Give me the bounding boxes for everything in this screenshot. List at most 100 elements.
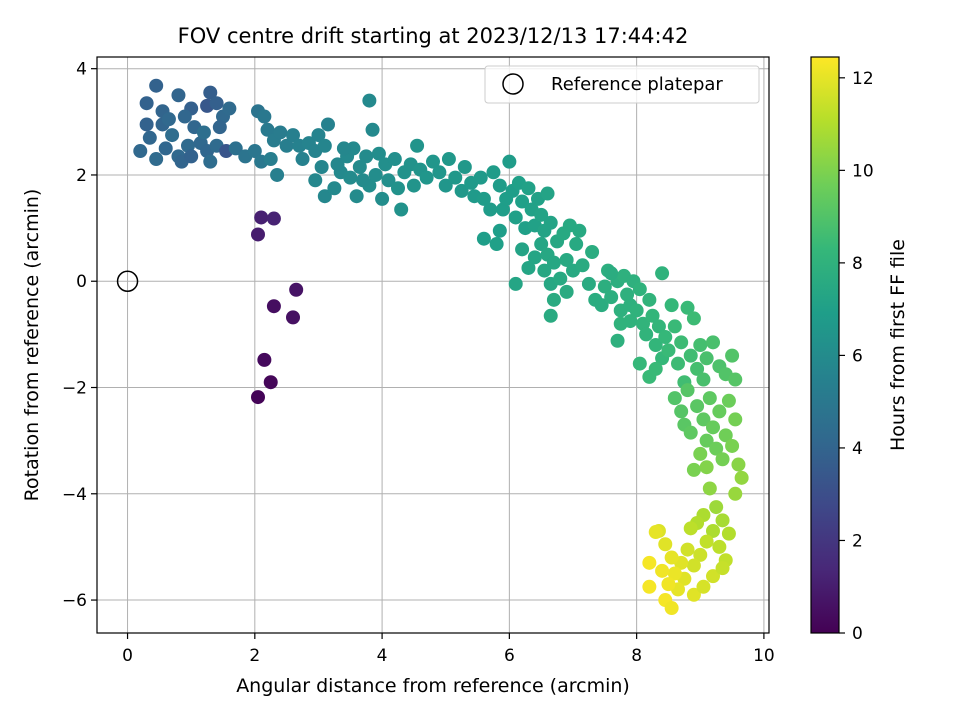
x-tick-label: 6 [504,646,515,666]
data-point [642,292,657,307]
data-point [286,310,300,325]
data-point [674,404,689,419]
data-point [699,433,714,448]
data-point [212,120,227,135]
data-point [546,255,561,270]
chart-title: FOV centre drift starting at 2023/12/13 … [178,24,689,48]
data-point [632,282,647,297]
data-point [639,327,654,342]
x-tick-label: 4 [377,646,388,666]
data-point [387,152,402,167]
legend-label-reference: Reference platepar [551,74,723,95]
colorbar-tick-label: 2 [852,531,863,551]
data-point [696,412,711,427]
data-point [521,181,536,196]
data-point [149,78,164,93]
data-point [149,152,164,167]
x-axis-ticks: 0 2 4 6 8 10 [122,633,775,666]
data-point [473,170,488,185]
data-point [686,558,701,573]
data-point [671,356,685,371]
data-point [537,263,552,278]
data-point [658,330,673,345]
data-point [693,338,708,352]
data-point [317,189,332,204]
data-point [209,96,224,111]
data-point [721,393,736,408]
data-point [489,237,504,252]
data-points [133,78,749,616]
x-tick-label: 8 [631,646,642,666]
data-point [728,372,743,387]
data-point [680,542,695,557]
data-point [572,223,587,238]
legend-marker-reference [502,73,524,95]
data-point [575,258,590,273]
data-point [709,500,724,515]
data-point [543,215,558,230]
data-point [228,141,243,156]
data-point [686,311,701,326]
data-point [734,470,749,485]
y-tick-label: −6 [62,591,87,611]
data-point [604,290,619,305]
data-point [139,96,154,111]
data-point [683,348,698,363]
data-point [330,157,345,172]
data-point [203,85,218,100]
data-point [251,390,265,405]
data-point [594,298,609,313]
data-point [642,579,657,594]
data-point [683,425,698,440]
colorbar-tick-label: 0 [852,624,863,644]
data-point [448,170,463,185]
data-point [706,523,720,538]
colorbar-tick-label: 12 [852,69,874,89]
data-point [139,117,154,132]
data-point [693,547,708,562]
data-point [254,210,269,225]
y-tick-label: 0 [76,272,87,292]
data-point [375,191,390,206]
data-point [295,152,310,167]
data-point [161,112,176,127]
data-point [286,128,300,143]
data-point [667,319,682,334]
data-point [365,122,380,137]
data-point [521,260,536,275]
colorbar-tick-label: 10 [852,161,874,181]
data-point [664,550,679,565]
data-point [645,308,660,323]
data-point [508,210,523,225]
data-point [247,144,262,159]
data-point [690,361,705,376]
data-point [664,601,679,616]
data-point [177,109,192,124]
data-point [483,202,498,217]
x-tick-label: 2 [249,646,260,666]
data-point [709,441,724,456]
data-point [559,284,574,299]
colorbar [810,56,840,634]
data-point [515,242,530,257]
data-point [492,178,507,193]
data-point [426,154,440,169]
data-point [623,314,638,329]
data-point [543,308,558,323]
data-point [540,186,555,201]
data-point [410,138,425,153]
data-point [486,165,501,180]
data-point [680,300,695,315]
data-point [534,207,549,222]
data-point [706,335,720,350]
data-point [581,276,596,291]
data-point [690,399,705,414]
reference-platepar-marker [116,270,139,292]
x-tick-label: 0 [122,646,133,666]
data-point [438,178,453,193]
data-point [642,555,657,570]
data-point [171,88,186,103]
data-point [725,438,740,453]
y-tick-label: −2 [62,379,87,399]
